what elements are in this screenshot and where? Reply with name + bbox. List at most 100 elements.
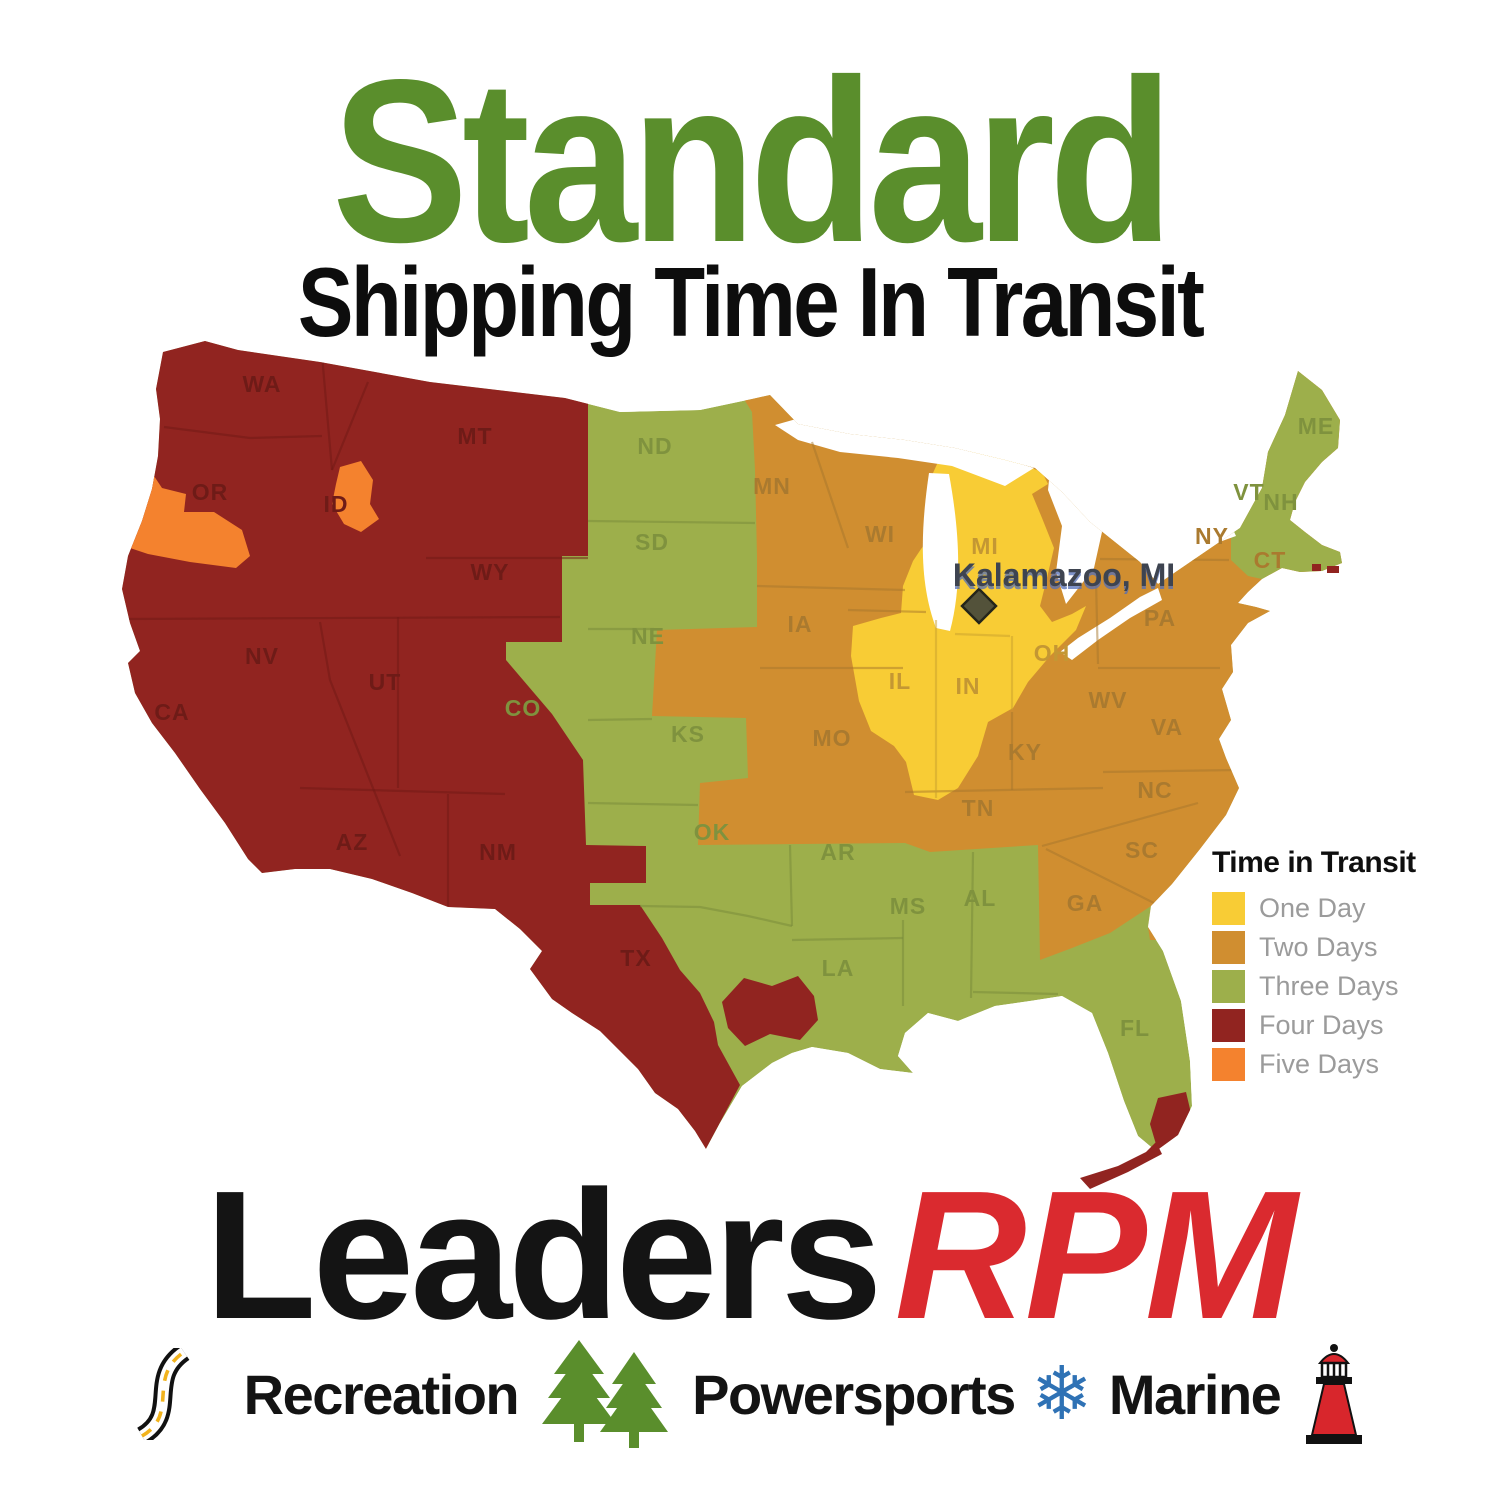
origin-label-shadow: Kalamazoo, MI — [953, 560, 1175, 596]
state-label-WA: WA — [242, 371, 281, 397]
state-label-SD: SD — [635, 529, 669, 555]
state-label-AR: AR — [820, 839, 855, 865]
state-label-NM: NM — [479, 839, 517, 865]
state-label-OR: OR — [192, 479, 229, 505]
tagline-recreation: Recreation — [243, 1362, 520, 1426]
state-label-IL: IL — [889, 668, 911, 694]
state-border-line — [330, 381, 370, 471]
state-label-NC: NC — [1137, 777, 1172, 803]
legend-title: Time in Transit — [1212, 846, 1416, 879]
legend: Time in Transit One Day Two Days Three Day… — [1212, 846, 1492, 1087]
state-label-TX: TX — [620, 945, 651, 971]
brand-name: Leaders — [204, 1152, 883, 1357]
state-border-line — [587, 801, 699, 807]
state-label-OH: OH — [1034, 640, 1071, 666]
state-label-MT: MT — [457, 423, 492, 449]
state-label-PA: PA — [1144, 605, 1176, 631]
state-border-line — [810, 441, 850, 549]
state-label-KY: KY — [1008, 739, 1042, 765]
state-label-AL: AL — [964, 885, 997, 911]
tagline-marine: Marine — [1108, 1362, 1282, 1426]
brand-logo: LeadersRPM — [0, 1163, 1500, 1346]
state-label-NE: NE — [631, 623, 665, 649]
state-label-TN: TN — [962, 795, 995, 821]
legend-label-one: One Day — [1259, 893, 1366, 923]
state-border-line — [788, 844, 794, 927]
state-label-FL: FL — [1120, 1015, 1150, 1041]
state-border-line — [1094, 579, 1100, 665]
state-label-GA: GA — [1067, 890, 1104, 916]
zone-four-days-houston — [722, 976, 818, 1046]
page-title-text: Standard — [332, 32, 1174, 291]
zone-one-day-core — [851, 450, 1086, 800]
legend-label-two: Two Days — [1259, 932, 1378, 962]
page-title: Standard — [0, 46, 1500, 278]
state-label-MS: MS — [890, 893, 927, 919]
state-border-line — [969, 851, 975, 999]
brand-suffix: RPM — [894, 1152, 1298, 1357]
legend-label-five: Five Days — [1259, 1049, 1380, 1079]
state-label-KS: KS — [671, 721, 705, 747]
state-label-VA: VA — [1151, 714, 1183, 740]
page-subtitle-text: Shipping Time In Transit — [297, 247, 1205, 357]
road-icon — [128, 1348, 228, 1440]
state-border-line — [1102, 768, 1237, 774]
origin-marker-kalamazoo — [960, 587, 998, 625]
state-label-LA: LA — [822, 955, 855, 981]
snowflake-icon: ❄ — [1030, 1351, 1093, 1437]
lake-shape-3 — [1060, 588, 1162, 660]
state-border-line — [587, 519, 756, 525]
state-label-IN: IN — [956, 673, 981, 699]
state-label-MI: MI — [971, 533, 999, 559]
legend-row-three-day: Three Days — [1212, 970, 1492, 1003]
state-label-VT: VT — [1233, 479, 1264, 505]
state-label-ID: ID — [324, 491, 349, 517]
legend-row-one-day: One Day — [1212, 892, 1492, 925]
state-label-WV: WV — [1088, 687, 1127, 713]
page-subtitle: Shipping Time In Transit — [0, 253, 1500, 351]
legend-swatch-five — [1212, 1048, 1245, 1081]
state-border-line — [904, 786, 1104, 794]
state-label-ME: ME — [1298, 413, 1335, 439]
legend-swatch-three — [1212, 970, 1245, 1003]
state-border-line — [639, 904, 793, 928]
state-border-line — [163, 425, 323, 440]
legend-label-four: Four Days — [1259, 1010, 1384, 1040]
lake-shape-1 — [922, 473, 959, 631]
legend-row-four-day: Four Days — [1212, 1009, 1492, 1042]
tagline-powersports: Powersports — [692, 1362, 1016, 1426]
state-label-IA: IA — [788, 611, 813, 637]
state-label-NV: NV — [245, 643, 279, 669]
state-label-SC: SC — [1125, 837, 1159, 863]
zone-five-days-idaho — [332, 461, 379, 532]
legend-swatch-four — [1212, 1009, 1245, 1042]
zone-four-days-island-2 — [1327, 566, 1339, 573]
state-border-line — [1041, 801, 1199, 848]
state-border-line — [318, 621, 402, 857]
legend-swatch-one — [1212, 892, 1245, 925]
zone-four-days-florida-keys — [1080, 1142, 1162, 1189]
state-label-ND: ND — [637, 433, 672, 459]
legend-rows: One Day Two Days Three Days Four Days Five D… — [1212, 892, 1492, 1081]
state-border-line — [299, 786, 506, 796]
state-border-line — [587, 717, 653, 722]
state-border-line — [791, 936, 904, 942]
legend-row-five-day: Five Days — [1212, 1048, 1492, 1081]
state-label-UT: UT — [369, 669, 402, 695]
state-label-CO: CO — [505, 695, 542, 721]
state-border-line — [756, 584, 906, 592]
state-label-WI: WI — [865, 521, 895, 547]
state-label-MO: MO — [812, 725, 851, 751]
state-border-line — [320, 354, 334, 471]
lighthouse-icon — [1296, 1341, 1372, 1447]
state-border-line — [1045, 848, 1155, 904]
state-label-NH: NH — [1263, 489, 1298, 515]
zone-three-days-new-england — [1231, 371, 1342, 579]
brand-tagline: Recreation Powersports ❄ Marine — [0, 1336, 1500, 1452]
origin-label: Kalamazoo, MI — [953, 557, 1175, 593]
state-label-WY: WY — [470, 559, 509, 585]
zone-four-days-island-1 — [1312, 564, 1321, 571]
state-border-line — [972, 990, 1059, 996]
